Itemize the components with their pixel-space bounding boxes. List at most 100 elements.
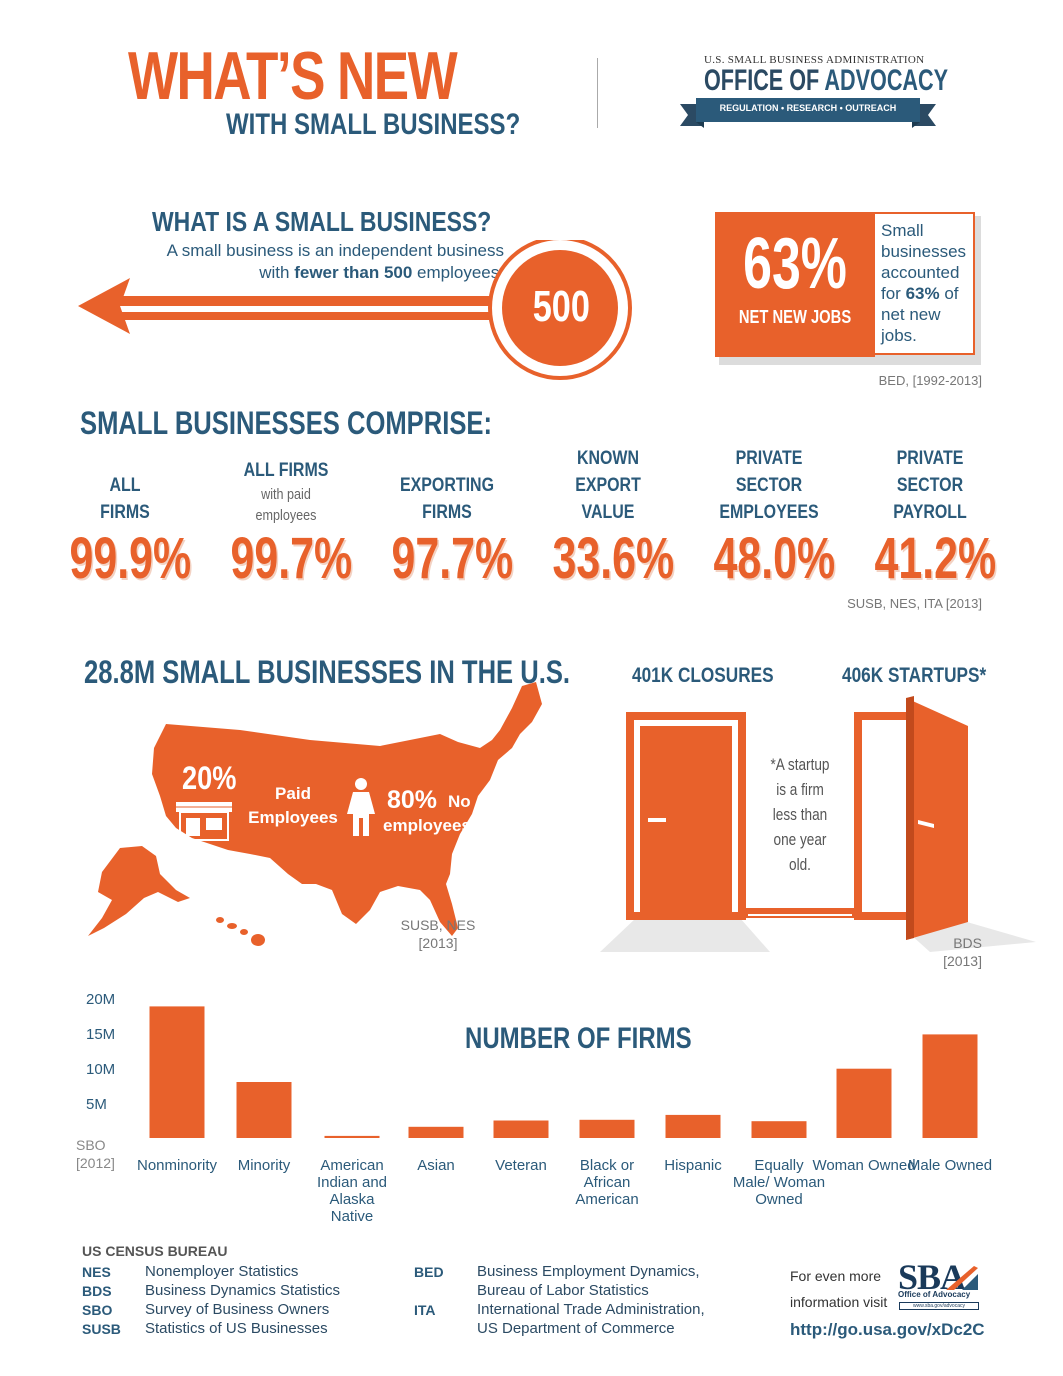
alaska-shape (88, 846, 190, 936)
jobs-box (715, 212, 875, 357)
logo-ribbon-text: REGULATION • RESEARCH • OUTREACH (719, 103, 897, 113)
stat-value: 99.9% (69, 526, 192, 591)
y-tick-label: 10M (86, 1061, 115, 1078)
y-tick-label: 15M (86, 1026, 115, 1043)
comprise-heading: SMALL BUSINESSES COMPRISE: (80, 405, 493, 441)
badge-500: 500 (532, 282, 590, 331)
y-tick-label: 20M (86, 991, 115, 1008)
jobs-text-pre: Small businesses accounted for (881, 221, 967, 303)
bar (408, 1126, 464, 1138)
more-info-link[interactable]: http://go.usa.gov/xDc2C (790, 1320, 985, 1339)
glossary-definition-line-2: US Department of Commerce (477, 1320, 675, 1337)
glossary-abbreviation: ITA (414, 1302, 436, 1318)
map-heading-number: 28.8M (84, 654, 156, 690)
stat-value: 97.7% (391, 526, 514, 591)
category-label: Equally Male/ Woman Owned (733, 1157, 825, 1208)
paid-employees-label: Paid Employees (248, 784, 338, 827)
stat-label-line: PRIVATE (896, 448, 964, 469)
glossary-abbreviation: SBO (82, 1302, 113, 1318)
jobs-text-post: of net new jobs. (881, 284, 959, 345)
open-door-edge (906, 696, 914, 940)
desc-line-1: A small business is an independent busin… (166, 241, 504, 260)
threshold-line (748, 914, 852, 916)
open-door (906, 698, 968, 940)
stat-column: KNOWN EXPORT VALUE 33.6% (533, 448, 683, 588)
category-label: Minority (238, 1157, 291, 1174)
stat-label: KNOWN EXPORT VALUE (545, 448, 671, 526)
stat-label-line: VALUE (581, 502, 635, 523)
stat-sublabel: with paid employees (255, 486, 317, 524)
stat-label-line: ALL (109, 475, 141, 496)
glossary-definition: Business Dynamics Statistics (145, 1282, 341, 1299)
sba-logo-url: www.sba.gov/advocacy (899, 1302, 979, 1310)
no-employees-label-1: No (448, 792, 471, 811)
map-heading: 28.8M SMALL BUSINESSES IN THE U.S. (84, 654, 570, 691)
jobs-text-bold: 63% (905, 284, 940, 303)
logo-agency-name: U.S. SMALL BUSINESS ADMINISTRATION (704, 54, 925, 66)
stat-label: ALL FIRMS with paid employees (223, 448, 349, 526)
comprise-source: SUSB, NES, ITA [2013] (847, 596, 982, 611)
woman-icon (347, 778, 375, 836)
no-employees-label-2: employees (383, 816, 471, 835)
bar (324, 1135, 380, 1138)
category-label: Hispanic (664, 1157, 722, 1174)
glossary-abbreviation: SUSB (82, 1321, 121, 1337)
category-label: Asian (417, 1157, 455, 1174)
small-business-description: A small business is an independent busin… (100, 240, 504, 284)
chart-source-line-2: [2012] (76, 1155, 115, 1171)
jobs-description: Small businesses accounted for 63% of ne… (881, 220, 973, 346)
logo-advocacy-text: ADVOCACY (824, 64, 949, 97)
closed-door-handle (648, 818, 666, 822)
hawaii-island-2 (227, 923, 237, 929)
sba-logo-swoosh (946, 1266, 978, 1290)
desc-bold: fewer than 500 (294, 263, 413, 282)
arrow-shaft-lower (122, 312, 538, 320)
stat-value: 48.0% (713, 526, 836, 591)
doors-source-line-1: BDS (953, 935, 982, 951)
stat-column: PRIVATE SECTOR PAYROLL 41.2% (855, 448, 1005, 588)
stat-column: ALL FIRMS 99.9% (50, 448, 200, 588)
arrow-head (78, 278, 130, 334)
stat-label-line: SECTOR (896, 475, 964, 496)
stat-column: ALL FIRMS with paid employees 99.7% (211, 448, 361, 588)
stat-value: 99.7% (230, 526, 353, 591)
glossary-definition: International Trade Administration, (477, 1301, 705, 1318)
page-subtitle: WITH SMALL BUSINESS? (226, 108, 521, 141)
glossary-definition: Business Employment Dynamics, (477, 1263, 700, 1280)
startup-definition-note: *A startup is a firm less than one year … (770, 755, 830, 874)
closed-door-shadow (600, 918, 770, 952)
category-label: Veteran (495, 1157, 547, 1174)
bar (149, 1006, 205, 1138)
category-label: Woman Owned (812, 1157, 915, 1174)
glossary-definition: Survey of Business Owners (145, 1301, 330, 1318)
glossary-definition-line-2: Bureau of Labor Statistics (477, 1282, 649, 1299)
badge-circle (502, 250, 618, 366)
bar (751, 1121, 807, 1138)
jobs-label: NET NEW JOBS (738, 307, 852, 327)
glossary-definition: Statistics of US Businesses (145, 1320, 328, 1337)
jobs-source: BED, [1992-2013] (878, 373, 982, 388)
chart-source: SBO [2012] (76, 1136, 115, 1172)
page-title: WHAT’S NEW (128, 38, 458, 114)
census-bureau-heading: US CENSUS BUREAU (82, 1243, 228, 1259)
category-label: Nonminority (137, 1157, 218, 1174)
chart-title: NUMBER OF FIRMS (465, 1022, 692, 1055)
threshold (738, 908, 862, 918)
stat-value: 41.2% (874, 526, 997, 591)
sba-logo: SBA (898, 1257, 966, 1297)
stat-column: PRIVATE SECTOR EMPLOYEES 48.0% (694, 448, 844, 588)
bar (922, 1034, 978, 1138)
header-divider (597, 58, 598, 128)
stat-label-line: EMPLOYEES (719, 502, 819, 523)
closures-label: 401K CLOSURES (632, 664, 774, 687)
category-label: Black or African American (575, 1157, 638, 1208)
storefront-icon (176, 802, 232, 841)
stat-label: PRIVATE SECTOR PAYROLL (867, 448, 993, 526)
logo-ribbon (680, 98, 936, 128)
stat-label-line: KNOWN EXPORT (575, 448, 641, 496)
bar (836, 1068, 892, 1138)
more-info-text: For even more information visit (790, 1268, 888, 1310)
us-map (88, 682, 542, 946)
number-of-firms-chart: 20M 15M 10M 5M Nonminority Minority American In… (86, 991, 992, 1225)
map-source-line-2: [2013] (418, 935, 458, 951)
